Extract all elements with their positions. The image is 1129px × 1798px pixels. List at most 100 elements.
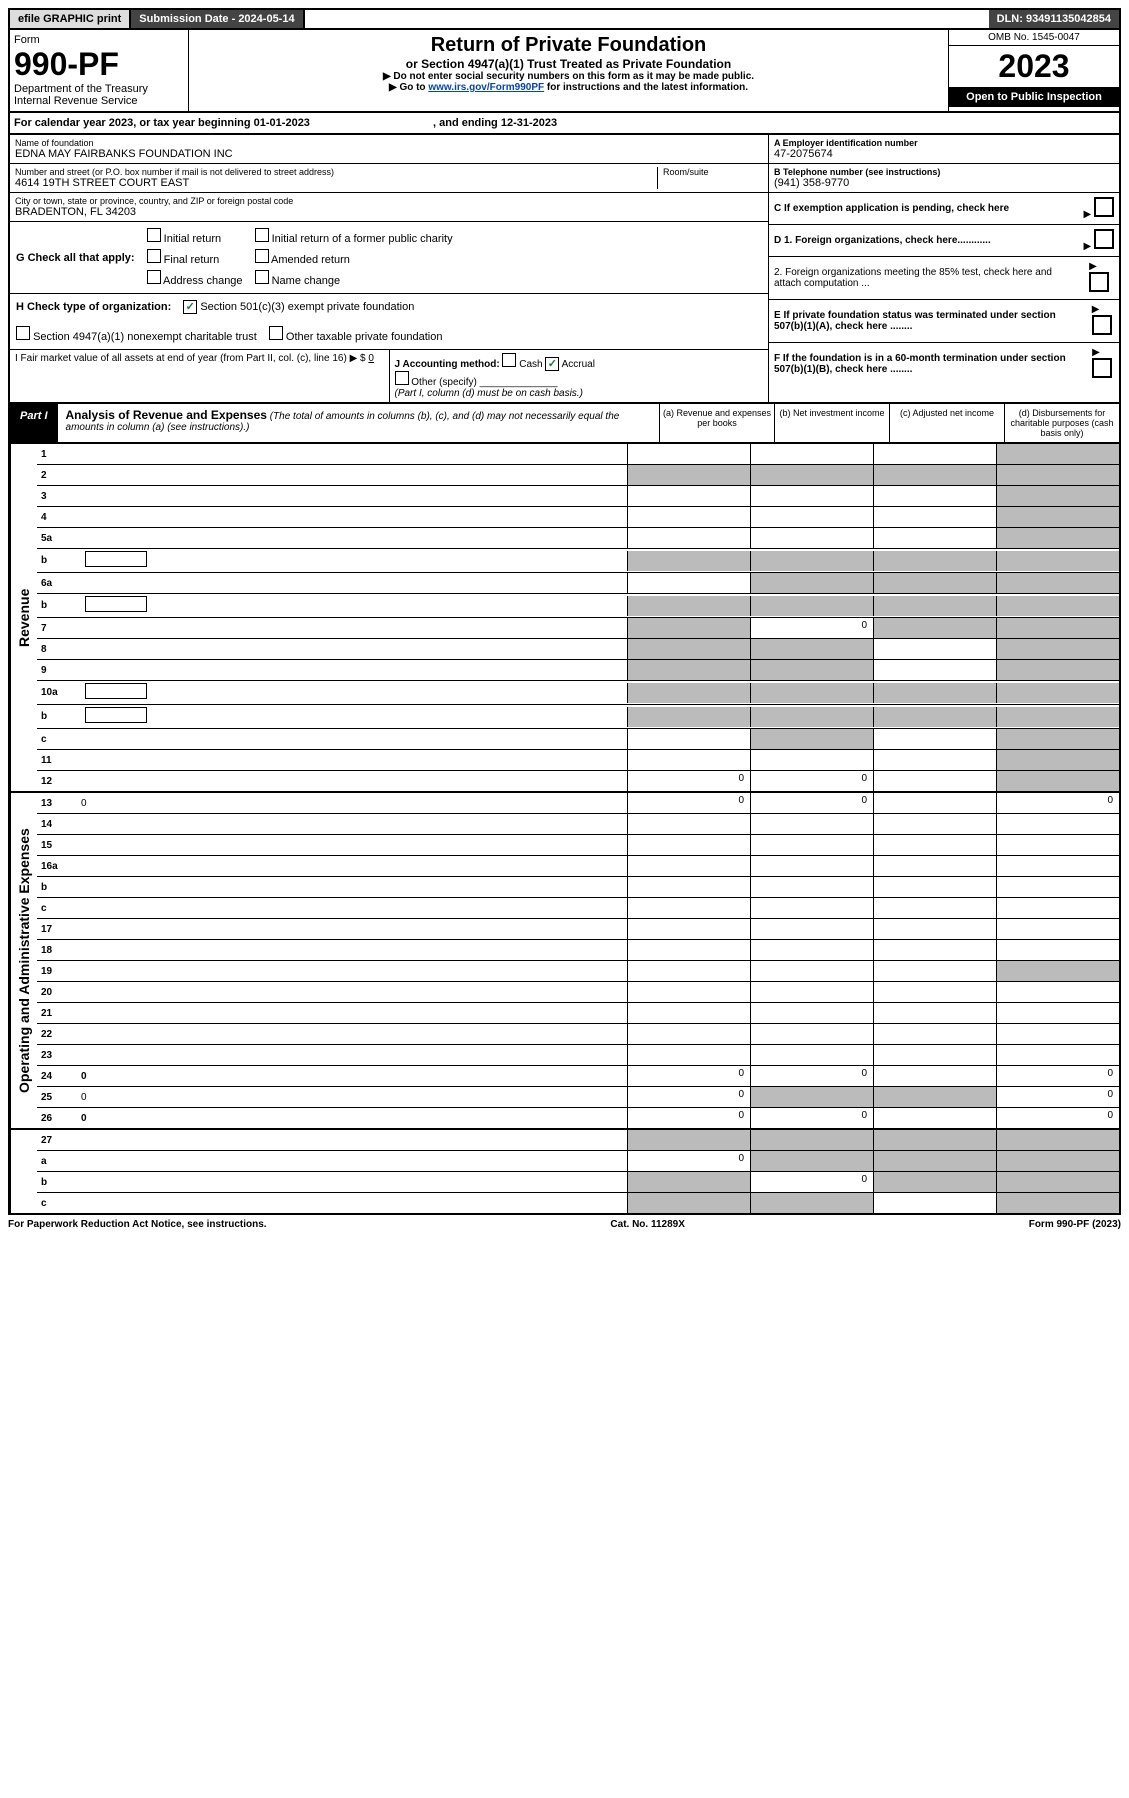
cell-b — [750, 898, 873, 918]
cell-d — [996, 750, 1119, 770]
line-description — [77, 494, 627, 498]
table-row: b0 — [37, 1172, 1119, 1193]
line-description: 0 — [77, 796, 627, 811]
h-501c3-checkbox[interactable]: ✓ — [183, 300, 197, 314]
revenue-label: Revenue — [10, 444, 37, 791]
cell-d: 0 — [996, 1066, 1119, 1086]
line-number: 6a — [37, 576, 77, 591]
table-row: 3 — [37, 486, 1119, 507]
f-cell: F If the foundation is in a 60-month ter… — [769, 343, 1119, 385]
j-accrual-checkbox[interactable]: ✓ — [545, 357, 559, 371]
h-other-checkbox[interactable] — [269, 326, 283, 340]
cell-d — [996, 1151, 1119, 1171]
line-number: 19 — [37, 964, 77, 979]
cell-b — [750, 444, 873, 464]
d2-checkbox[interactable] — [1089, 272, 1109, 292]
cell-b — [750, 940, 873, 960]
line-number: 5a — [37, 531, 77, 546]
cell-d — [996, 771, 1119, 791]
dln: DLN: 93491135042854 — [989, 10, 1119, 28]
line-number: 16a — [37, 859, 77, 874]
line-description — [77, 581, 627, 585]
irs: Internal Revenue Service — [14, 95, 184, 107]
cell-a — [627, 961, 750, 981]
j-other-checkbox[interactable] — [395, 371, 409, 385]
line-number: 22 — [37, 1027, 77, 1042]
form-subtitle: or Section 4947(a)(1) Trust Treated as P… — [193, 57, 944, 71]
cell-a — [627, 750, 750, 770]
footer-mid: Cat. No. 11289X — [610, 1219, 684, 1230]
line-number: c — [37, 1196, 77, 1211]
line-description — [77, 1180, 627, 1184]
cell-c — [873, 1066, 996, 1086]
irs-link[interactable]: www.irs.gov/Form990PF — [428, 82, 544, 93]
g-initial-former-checkbox[interactable] — [255, 228, 269, 242]
line-description — [77, 626, 627, 630]
table-row: 10a — [37, 681, 1119, 705]
table-row: 70 — [37, 618, 1119, 639]
cell-c — [873, 940, 996, 960]
line-number: 23 — [37, 1048, 77, 1063]
cell-a — [627, 551, 750, 571]
cell-d — [996, 835, 1119, 855]
col-a: (a) Revenue and expenses per books — [659, 404, 774, 442]
line-description — [77, 779, 627, 783]
g-address-checkbox[interactable] — [147, 270, 161, 284]
cell-c — [873, 982, 996, 1002]
cell-c — [873, 1108, 996, 1128]
table-row: 18 — [37, 940, 1119, 961]
cell-b — [750, 507, 873, 527]
line-number: 20 — [37, 985, 77, 1000]
table-row: 1200 — [37, 771, 1119, 791]
g-initial-checkbox[interactable] — [147, 228, 161, 242]
cell-b — [750, 729, 873, 749]
phone-cell: B Telephone number (see instructions) (9… — [769, 164, 1119, 193]
c-checkbox[interactable] — [1094, 197, 1114, 217]
line-description — [77, 536, 627, 540]
j-cash-checkbox[interactable] — [502, 353, 516, 367]
line-number: 27 — [37, 1133, 77, 1148]
line-number: 14 — [37, 817, 77, 832]
cell-d — [996, 1045, 1119, 1065]
line-number: 15 — [37, 838, 77, 853]
efile-print-button[interactable]: efile GRAPHIC print — [10, 10, 131, 28]
g-final-checkbox[interactable] — [147, 249, 161, 263]
cell-c — [873, 835, 996, 855]
cell-a: 0 — [627, 1151, 750, 1171]
e-checkbox[interactable] — [1092, 315, 1112, 335]
d1-checkbox[interactable] — [1094, 229, 1114, 249]
open-to-public: Open to Public Inspection — [949, 87, 1119, 107]
cell-c — [873, 771, 996, 791]
line-description — [77, 990, 627, 994]
cell-d — [996, 729, 1119, 749]
table-row: 22 — [37, 1024, 1119, 1045]
entity-grid: Name of foundation EDNA MAY FAIRBANKS FO… — [8, 135, 1121, 404]
cell-d — [996, 660, 1119, 680]
cell-c — [873, 639, 996, 659]
f-checkbox[interactable] — [1092, 358, 1112, 378]
h-4947-checkbox[interactable] — [16, 326, 30, 340]
cell-a: 0 — [627, 1108, 750, 1128]
cell-c — [873, 961, 996, 981]
cell-b — [750, 1024, 873, 1044]
cell-d — [996, 1024, 1119, 1044]
g-amended-checkbox[interactable] — [255, 249, 269, 263]
line-description — [77, 948, 627, 952]
line-description — [77, 473, 627, 477]
cell-c — [873, 729, 996, 749]
cell-a — [627, 940, 750, 960]
cell-b — [750, 1003, 873, 1023]
cell-a — [627, 465, 750, 485]
g-name-change-checkbox[interactable] — [255, 270, 269, 284]
table-row: 27 — [37, 1130, 1119, 1151]
cell-a — [627, 660, 750, 680]
cell-b — [750, 486, 873, 506]
d1-cell: D 1. Foreign organizations, check here..… — [769, 225, 1119, 257]
cell-a — [627, 573, 750, 593]
table-row: 5a — [37, 528, 1119, 549]
table-row: 23 — [37, 1045, 1119, 1066]
line-number: 26 — [37, 1111, 77, 1126]
line-description — [77, 705, 627, 728]
cell-b — [750, 1193, 873, 1213]
revenue-table: Revenue 12345ab6ab708910abc111200 — [8, 444, 1121, 793]
